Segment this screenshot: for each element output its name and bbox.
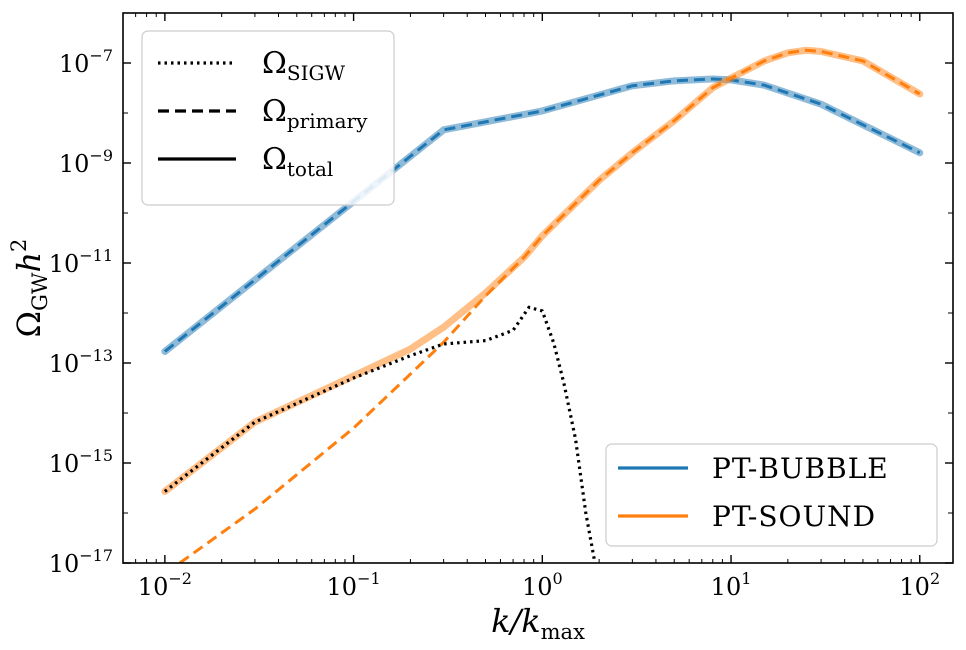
series-group (161, 46, 924, 563)
x-axis-label: k/kmax (491, 602, 585, 644)
y-tick-label: 10−9 (59, 146, 113, 178)
color-legend-box (605, 443, 938, 547)
legend-label-pt-bubble: PT-BUBBLE (712, 452, 889, 485)
legend-label-pt-sound: PT-SOUND (712, 500, 876, 533)
series-pt-sound-primary (178, 48, 921, 563)
style-legend: ΩSIGW Ωprimary Ωtotal (141, 30, 395, 206)
legend-label-total: Ωtotal (262, 142, 333, 181)
x-tick-label: 101 (711, 569, 752, 601)
y-tick-label: 10−11 (49, 246, 113, 278)
style-legend-box (141, 30, 395, 206)
x-tick-label: 100 (522, 569, 563, 601)
y-tick-label: 10−7 (59, 46, 113, 78)
plot-frame (122, 12, 954, 564)
x-tick-label: 10−2 (138, 569, 192, 601)
y-tick-label: 10−15 (49, 446, 113, 478)
series-pt-bubble-primary (163, 77, 921, 353)
x-tick-label: 10−1 (327, 569, 381, 601)
series-pt-sound-SIGW (163, 305, 597, 563)
y-axis-label: ΩGWh2 (7, 239, 52, 338)
color-legend: PT-BUBBLE PT-SOUND (605, 443, 938, 547)
x-tick-label: 102 (899, 569, 940, 601)
y-tick-label: 10−17 (49, 546, 113, 578)
legend-label-SIGW: ΩSIGW (262, 46, 345, 85)
tick-group: 10−2 10−1 100 101 102 10−17 10−15 10−13 10−11 10−… (49, 12, 953, 601)
y-tick-label: 10−13 (49, 346, 113, 378)
legend-label-primary: Ωprimary (262, 94, 368, 133)
